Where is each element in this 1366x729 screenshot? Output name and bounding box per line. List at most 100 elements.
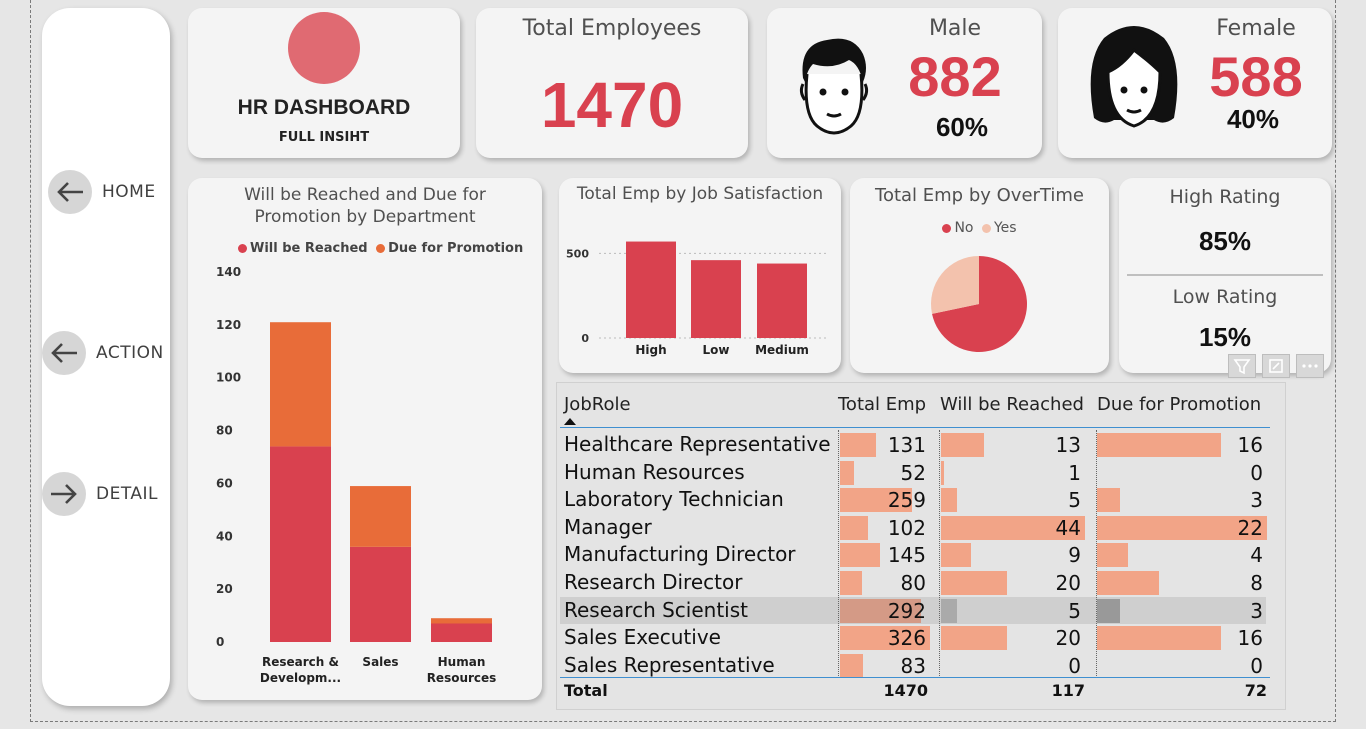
cell-value: 83 [900, 653, 926, 678]
satisfaction-chart-title: Total Emp by Job Satisfaction [576, 184, 824, 204]
pie-slice-yes[interactable] [931, 256, 979, 314]
data-bar [941, 626, 1007, 651]
cell-value: 22 [1237, 515, 1263, 540]
focus-mode-icon[interactable] [1262, 354, 1290, 378]
cell-due-for-promotion: 3 [1097, 488, 1267, 513]
cell-value: 52 [900, 460, 926, 485]
header-due-for-promotion[interactable]: Due for Promotion [1097, 394, 1262, 415]
low-rating-title: Low Rating [1172, 286, 1278, 308]
cell-total-emp: 145 [840, 543, 930, 568]
cell-will-be-reached: 0 [941, 654, 1085, 678]
cell-value: 131 [887, 433, 926, 457]
male-face-icon [799, 38, 869, 135]
cell-will-be-reached: 9 [941, 543, 1085, 568]
table-row[interactable]: Sales Executive 326 20 16 [560, 624, 1266, 651]
table-row[interactable]: Manufacturing Director 145 9 4 [560, 541, 1266, 568]
promotion-chart-title: Will be Reached and Due for Promotion by… [188, 184, 542, 228]
legend-due-label: Due for Promotion [388, 241, 524, 256]
nav-detail-button[interactable]: DETAIL [42, 472, 158, 516]
rating-card: High Rating 85% Low Rating 15% [1119, 178, 1331, 373]
x-tick-label: Resources [427, 671, 497, 685]
bar-reached-1[interactable] [350, 546, 411, 642]
cell-value: 44 [1055, 515, 1081, 540]
table-row[interactable]: Research Scientist 292 5 3 [560, 596, 1266, 624]
nav-home-label: HOME [102, 182, 156, 202]
cell-value: 16 [1237, 433, 1263, 457]
table-row[interactable]: Sales Representative 83 0 0 [560, 652, 1266, 679]
more-options-icon[interactable] [1296, 354, 1324, 378]
y-tick-label: 20 [216, 582, 233, 596]
nav-action-button[interactable]: ACTION [42, 331, 164, 375]
satisfaction-chart-card: Total Emp by Job Satisfaction 0 500 High Lo… [559, 178, 841, 373]
cell-value: 259 [887, 488, 926, 513]
logo-circle-icon [288, 12, 360, 84]
column-divider [1096, 430, 1097, 676]
bar-due-1[interactable] [350, 486, 411, 547]
legend-due-swatch [376, 244, 386, 253]
table-row[interactable]: Healthcare Representative 131 13 16 [560, 431, 1266, 458]
table-row[interactable]: Laboratory Technician 259 5 3 [560, 486, 1266, 513]
cell-due-for-promotion: 0 [1097, 654, 1267, 678]
row-jobrole: Research Scientist [564, 597, 748, 622]
header-will-be-reached[interactable]: Will be Reached [940, 394, 1084, 415]
bar-satisfaction-2[interactable] [757, 263, 807, 338]
bar-reached-2[interactable] [431, 623, 492, 643]
sort-ascending-icon[interactable] [564, 418, 576, 426]
column-divider [939, 430, 940, 676]
row-jobrole: Laboratory Technician [564, 487, 784, 512]
cell-due-for-promotion: 22 [1097, 515, 1267, 540]
bar-due-0[interactable] [270, 322, 331, 447]
data-bar [840, 598, 921, 623]
row-jobrole: Sales Representative [564, 652, 775, 677]
satisfaction-chart-plot: 0 500 High Low Medium [566, 241, 829, 357]
cell-value: 292 [887, 598, 926, 623]
total-label: Total [564, 681, 608, 700]
y-tick-label: 140 [216, 265, 241, 279]
male-title: Male [928, 16, 982, 41]
header-jobrole[interactable]: JobRole [564, 394, 631, 415]
y-tick-label: 0 [581, 332, 589, 345]
promotion-chart-title-line2: Promotion by Department [254, 207, 476, 227]
page-title: HR DASHBOARD [237, 96, 411, 119]
cell-value: 145 [887, 543, 926, 568]
table-row[interactable]: Human Resources 52 1 0 [560, 459, 1266, 486]
female-face-icon [1090, 26, 1178, 128]
cell-total-emp: 292 [840, 598, 930, 623]
cell-value: 1 [1068, 460, 1081, 485]
table-row[interactable]: Manager 102 44 22 [560, 514, 1267, 541]
cell-total-emp: 80 [840, 571, 930, 595]
x-tick-label: Human [438, 655, 486, 669]
cell-value: 4 [1250, 543, 1263, 568]
high-rating-value: 85% [1198, 226, 1252, 256]
jobrole-table: JobRole Total Emp Will be Reached Due fo… [556, 382, 1286, 710]
female-value: 588 [1209, 45, 1303, 108]
bar-due-2[interactable] [431, 618, 492, 624]
cell-will-be-reached: 20 [941, 571, 1085, 595]
overtime-chart-title: Total Emp by OverTime [875, 185, 1084, 206]
column-divider [838, 430, 839, 676]
bar-satisfaction-0[interactable] [626, 241, 676, 338]
bar-satisfaction-1[interactable] [691, 260, 741, 338]
row-jobrole: Manufacturing Director [564, 542, 796, 567]
cell-will-be-reached: 13 [941, 433, 1085, 457]
arrow-right-icon [42, 472, 86, 516]
cell-value: 0 [1250, 460, 1263, 485]
header-total-emp[interactable]: Total Emp [838, 394, 927, 415]
pie-slice-no[interactable] [932, 256, 1027, 352]
data-bar [1097, 433, 1221, 457]
nav-home-button[interactable]: HOME [48, 170, 156, 214]
bar-reached-0[interactable] [270, 446, 331, 642]
table-row[interactable]: Research Director 80 20 8 [560, 569, 1266, 596]
filter-icon[interactable] [1228, 354, 1256, 378]
row-jobrole: Sales Executive [564, 625, 721, 650]
rating-divider [1127, 274, 1323, 276]
data-bar [840, 433, 877, 457]
cell-total-emp: 326 [840, 626, 930, 651]
cell-due-for-promotion: 0 [1097, 461, 1267, 485]
data-bar [1097, 571, 1159, 595]
cell-value: 20 [1055, 571, 1081, 595]
data-bar [840, 571, 863, 595]
cell-total-emp: 259 [840, 488, 930, 513]
report-canvas [30, 0, 1336, 722]
cell-total-emp: 131 [840, 433, 930, 457]
